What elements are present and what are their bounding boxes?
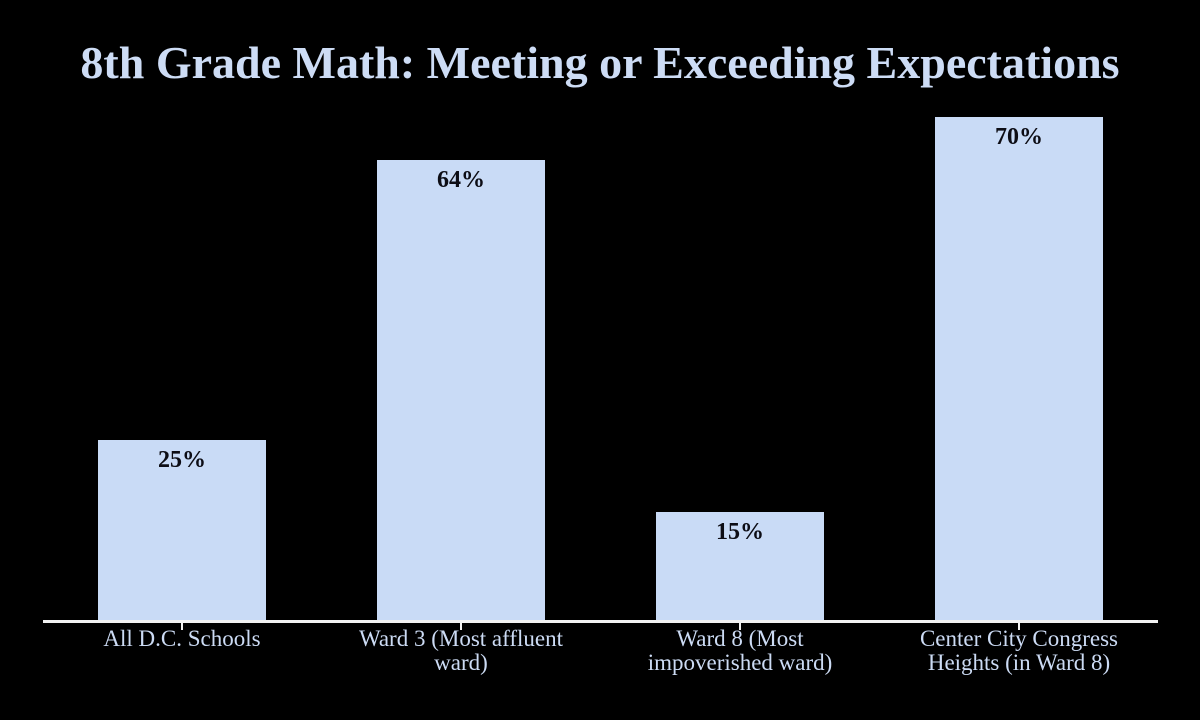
category-label-0: All D.C. Schools bbox=[103, 626, 261, 651]
category-label-2: Ward 8 (Most impoverished ward) bbox=[647, 626, 833, 676]
bar-value-label-3: 70% bbox=[995, 124, 1043, 150]
bar-0: 25% bbox=[98, 440, 266, 620]
x-axis-tick-3 bbox=[1018, 623, 1020, 630]
category-label-3: Center City Congress Heights (in Ward 8) bbox=[919, 626, 1119, 676]
x-axis-tick-0 bbox=[181, 623, 183, 630]
bar-value-label-0: 25% bbox=[158, 447, 206, 473]
x-axis-tick-1 bbox=[460, 623, 462, 630]
chart-title: 8th Grade Math: Meeting or Exceeding Exp… bbox=[80, 37, 1120, 88]
category-label-1: Ward 3 (Most affluent ward) bbox=[358, 626, 564, 676]
bar-3: 70% bbox=[935, 117, 1103, 620]
bar-2: 15% bbox=[656, 512, 824, 620]
bar-1: 64% bbox=[377, 160, 545, 620]
x-axis-tick-2 bbox=[739, 623, 741, 630]
bar-value-label-1: 64% bbox=[437, 167, 485, 193]
x-axis-line bbox=[43, 620, 1158, 623]
bar-value-label-2: 15% bbox=[716, 519, 764, 545]
